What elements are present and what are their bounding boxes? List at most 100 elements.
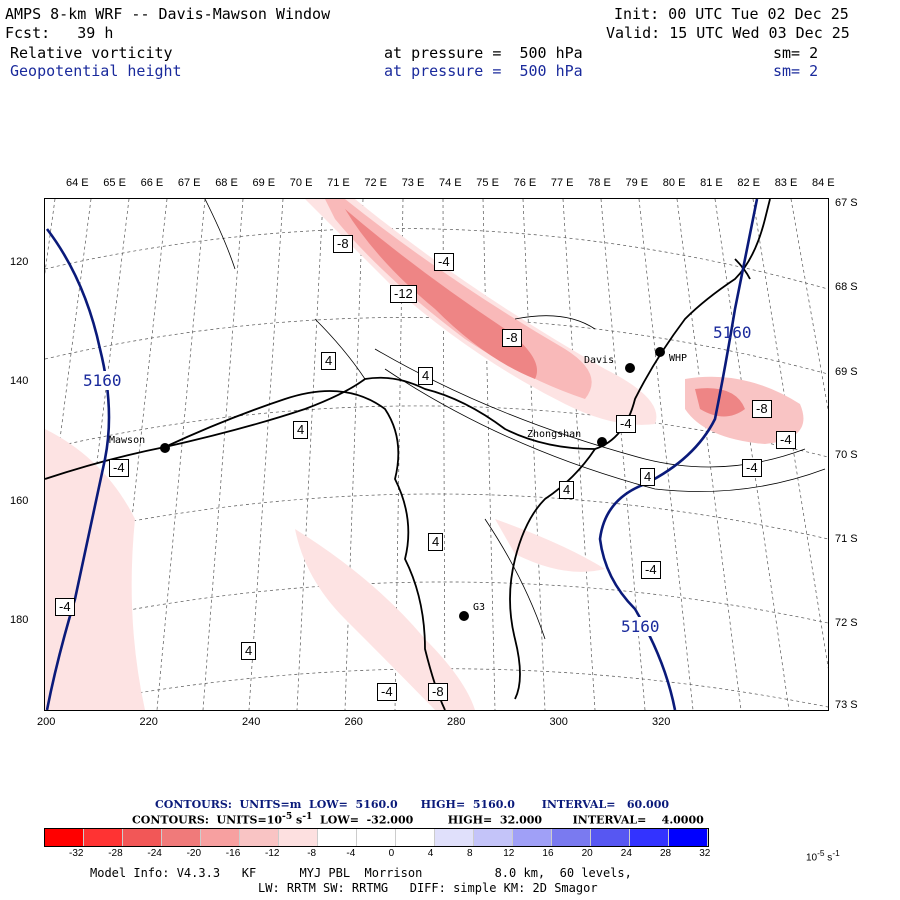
vorticity-label: -8 (333, 235, 353, 253)
vort-units-exp: -5 (282, 811, 293, 822)
colorbar-swatch (513, 829, 552, 846)
map-svg (45, 199, 828, 710)
vorticity-contour-info: CONTOURS: UNITS=10-5 s-1 LOW= -32.000 HI… (132, 811, 704, 827)
lat-tick: 67 S (835, 197, 858, 209)
lon-tick: 71 E (327, 177, 350, 189)
colorbar-tick: -12 (265, 848, 280, 859)
lon-tick: 76 E (513, 177, 537, 189)
field2-level: at pressure = 500 hPa (384, 62, 583, 80)
lon-tick: 68 E (215, 177, 238, 189)
colorbar-tick: 8 (467, 848, 473, 859)
lon-tick: 69 E (252, 177, 276, 189)
colorbar-swatch (669, 829, 708, 846)
y-tick: 120 (10, 256, 29, 268)
station-whp (655, 347, 665, 357)
field1-level: at pressure = 500 hPa (384, 44, 583, 62)
y-tick: 140 (10, 375, 29, 387)
vort-units-exp2: -1 (302, 811, 313, 822)
colorbar-swatch (474, 829, 513, 846)
station-mawson (160, 443, 170, 453)
field1-name: Relative vorticity (10, 44, 173, 62)
colorbar-swatch (591, 829, 630, 846)
init-time: Init: 00 UTC Tue 02 Dec 25 (614, 5, 849, 23)
vorticity-label: 4 (241, 642, 257, 660)
x-tick: 300 (549, 716, 568, 728)
colorbar-swatch (201, 829, 240, 846)
height-label-south: 5160 (621, 617, 660, 636)
lat-tick: 68 S (835, 281, 858, 293)
model-info: Model Info: V4.3.3 KF MYJ PBL Morrison 8… (90, 866, 632, 880)
station-g3 (459, 611, 469, 621)
vort-contour-range: LOW= -32.000 HIGH= 32.000 INTERVAL= 4.00… (312, 813, 704, 827)
lat-tick: 69 S (835, 366, 858, 378)
vorticity-label: 4 (321, 352, 337, 370)
lat-tick: 72 S (835, 617, 858, 629)
colorbar-tick: 20 (581, 848, 593, 859)
colorbar-tick: 32 (699, 848, 711, 859)
x-tick: 320 (652, 716, 671, 728)
vort-units-prefix: CONTOURS: UNITS=10 (132, 813, 283, 827)
vorticity-label: -12 (390, 285, 417, 303)
colorbar-swatch (279, 829, 318, 846)
lon-tick: 79 E (625, 177, 649, 189)
cb-unit-base: 10 (806, 852, 818, 864)
lat-tick: 71 S (835, 533, 858, 545)
colorbar-swatch (630, 829, 669, 846)
colorbar (44, 828, 709, 847)
vorticity-label: 4 (640, 468, 656, 486)
vorticity-label: 4 (293, 421, 309, 439)
vorticity-label: 4 (418, 367, 434, 385)
vorticity-label: 4 (428, 533, 444, 551)
height-label-west: 5160 (83, 371, 122, 390)
lon-tick: 64 E (66, 177, 89, 189)
colorbar-swatch (84, 829, 123, 846)
lon-tick: 77 E (550, 177, 574, 189)
colorbar-swatch (123, 829, 162, 846)
vorticity-label: -8 (428, 683, 448, 701)
colorbar-tick: -32 (69, 848, 84, 859)
height-contour-info: CONTOURS: UNITS=m LOW= 5160.0 HIGH= 5160… (155, 798, 669, 811)
height-label-east: 5160 (713, 323, 752, 342)
station-zhongshan (597, 437, 607, 447)
x-tick: 220 (139, 716, 158, 728)
x-tick: 200 (37, 716, 56, 728)
colorbar-tick: 16 (542, 848, 554, 859)
vorticity-label: -4 (742, 459, 762, 477)
cb-unit-exp2: -1 (832, 848, 840, 858)
vorticity-label: -4 (109, 459, 129, 477)
label-g3: G3 (473, 602, 486, 613)
field2-name: Geopotential height (10, 62, 182, 80)
map-panel: Mawson Davis WHP Zhongshan G3 5160 5160 … (44, 198, 829, 711)
y-tick: 180 (10, 614, 29, 626)
colorbar-swatch (45, 829, 84, 846)
vorticity-label: -4 (776, 431, 796, 449)
x-tick: 240 (242, 716, 261, 728)
colorbar-tick: 0 (388, 848, 395, 859)
label-mawson: Mawson (109, 435, 146, 446)
lat-tick: 70 S (835, 449, 858, 461)
lon-tick: 65 E (103, 177, 126, 189)
label-zhongshan: Zhongshan (527, 429, 582, 440)
physics-info: LW: RRTM SW: RRTMG DIFF: simple KM: 2D S… (258, 881, 598, 895)
colorbar-tick: -8 (307, 848, 317, 859)
vort-units-s: s (292, 813, 303, 827)
vorticity-label: -4 (377, 683, 397, 701)
colorbar-tick: 12 (503, 848, 515, 859)
lon-tick: 75 E (476, 177, 499, 189)
chart-title: AMPS 8-km WRF -- Davis-Mawson Window (5, 5, 331, 23)
lon-tick: 80 E (662, 177, 686, 189)
colorbar-tick: -20 (186, 848, 202, 859)
lon-tick: 81 E (700, 177, 723, 189)
field2-smooth: sm= 2 (773, 62, 819, 80)
cb-unit-s: s (824, 852, 833, 864)
x-tick: 260 (344, 716, 363, 728)
vorticity-label: -4 (616, 415, 636, 433)
vorticity-label: -8 (502, 329, 522, 347)
colorbar-tick: -24 (147, 848, 162, 859)
colorbar-tick: 4 (427, 848, 434, 859)
colorbar-unit: 10-5 s-1 (806, 848, 840, 863)
vorticity-label: -8 (752, 400, 772, 418)
station-davis (625, 363, 635, 373)
colorbar-swatch (318, 829, 357, 846)
vorticity-label: -4 (434, 253, 454, 271)
